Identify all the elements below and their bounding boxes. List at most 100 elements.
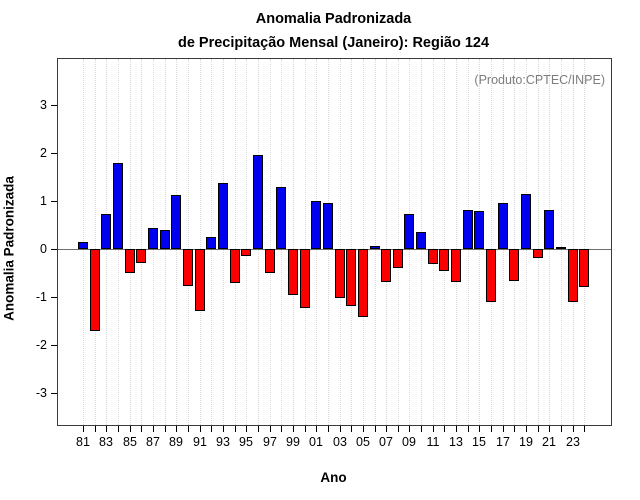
- x-axis-tick: [561, 426, 562, 432]
- bar-2016: [486, 249, 496, 302]
- x-axis-tick: [281, 426, 282, 432]
- bar-2007: [381, 249, 391, 282]
- x-tick-label-2011: 11: [426, 435, 440, 449]
- bar-2023: [568, 249, 578, 302]
- gridline-year: [246, 59, 248, 425]
- x-axis-tick: [165, 426, 166, 432]
- x-tick-label-2017: 17: [496, 435, 510, 449]
- x-axis-tick: [491, 426, 492, 432]
- x-axis-tick: [351, 426, 352, 432]
- x-axis-tick: [340, 426, 341, 432]
- x-axis-tick: [246, 426, 247, 432]
- x-tick-label-1981: 81: [76, 435, 90, 449]
- y-axis-tick: [51, 153, 57, 154]
- y-axis-tick: [51, 297, 57, 298]
- x-tick-label-1991: 91: [193, 435, 207, 449]
- bar-2002: [323, 203, 333, 249]
- gridline-year: [141, 59, 143, 425]
- x-tick-label-2021: 21: [542, 435, 556, 449]
- y-axis-tick: [51, 345, 57, 346]
- bar-1999: [288, 249, 298, 295]
- gridline-year: [432, 59, 434, 425]
- x-axis-tick: [305, 426, 306, 432]
- gridline-year: [362, 59, 364, 425]
- x-axis-tick: [141, 426, 142, 432]
- bar-1997: [265, 249, 275, 273]
- x-tick-label-1997: 97: [263, 435, 277, 449]
- x-axis-tick: [328, 426, 329, 432]
- bar-2012: [439, 249, 449, 271]
- x-axis-tick: [468, 426, 469, 432]
- bar-2009: [404, 214, 414, 249]
- x-axis-tick: [118, 426, 119, 432]
- bar-1995: [241, 249, 251, 256]
- bar-2017: [498, 203, 508, 249]
- bar-1989: [171, 195, 181, 249]
- x-axis-tick: [293, 426, 294, 432]
- x-axis-tick: [200, 426, 201, 432]
- bar-2010: [416, 232, 426, 249]
- y-axis-tick: [51, 393, 57, 394]
- gridline-year: [397, 59, 399, 425]
- x-axis-tick: [456, 426, 457, 432]
- bar-1992: [206, 237, 216, 249]
- bar-2000: [300, 249, 310, 308]
- y-axis-tick: [51, 105, 57, 106]
- x-tick-label-2013: 13: [449, 435, 463, 449]
- gridline-year: [129, 59, 131, 425]
- gridline-year: [537, 59, 539, 425]
- x-axis-tick: [375, 426, 376, 432]
- x-tick-label-1983: 83: [99, 435, 113, 449]
- bar-2011: [428, 249, 438, 264]
- gridline-year: [187, 59, 189, 425]
- x-tick-label-1993: 93: [216, 435, 230, 449]
- x-axis-tick: [130, 426, 131, 432]
- x-axis-tick: [316, 426, 317, 432]
- bar-2024: [579, 249, 589, 287]
- gridline-year: [234, 59, 236, 425]
- x-tick-label-1995: 95: [239, 435, 253, 449]
- x-axis-tick: [363, 426, 364, 432]
- bar-1985: [125, 249, 135, 273]
- gridline-year: [456, 59, 458, 425]
- bar-1991: [195, 249, 205, 311]
- bar-2004: [346, 249, 356, 306]
- chart-title-line2: de Precipitação Mensal (Janeiro): Região…: [177, 35, 490, 51]
- gridline-year: [351, 59, 353, 425]
- gridline-year: [584, 59, 586, 425]
- x-tick-label-2023: 23: [566, 435, 580, 449]
- zero-line: [58, 249, 611, 250]
- x-axis-tick: [176, 426, 177, 432]
- gridline-year: [269, 59, 271, 425]
- gridline-year: [292, 59, 294, 425]
- product-annotation: (Produto:CPTEC/INPE): [474, 73, 605, 87]
- y-axis-title: Anomalia Padronizada: [1, 176, 17, 321]
- bar-2006: [370, 246, 380, 249]
- y-tick-label--1: -1: [35, 290, 47, 304]
- bar-1982: [90, 249, 100, 331]
- x-axis-tick: [258, 426, 259, 432]
- gridline-year: [386, 59, 388, 425]
- gridline-year: [339, 59, 341, 425]
- bar-1998: [276, 187, 286, 249]
- x-axis-tick: [538, 426, 539, 432]
- x-tick-label-2001: 01: [309, 435, 323, 449]
- y-tick-label--2: -2: [35, 338, 47, 352]
- x-tick-label-1985: 85: [123, 435, 137, 449]
- x-axis-tick: [479, 426, 480, 432]
- y-axis-tick: [51, 201, 57, 202]
- bar-1993: [218, 183, 228, 249]
- x-axis-tick: [188, 426, 189, 432]
- x-axis-tick: [421, 426, 422, 432]
- x-axis-tick: [433, 426, 434, 432]
- gridline-year: [374, 59, 376, 425]
- x-axis-tick: [444, 426, 445, 432]
- x-axis-tick: [573, 426, 574, 432]
- y-tick-label-3: 3: [40, 98, 47, 112]
- x-tick-label-1999: 99: [286, 435, 300, 449]
- x-tick-label-2019: 19: [519, 435, 533, 449]
- gridline-year: [491, 59, 493, 425]
- y-tick-label--3: -3: [35, 386, 47, 400]
- bar-2018: [509, 249, 519, 281]
